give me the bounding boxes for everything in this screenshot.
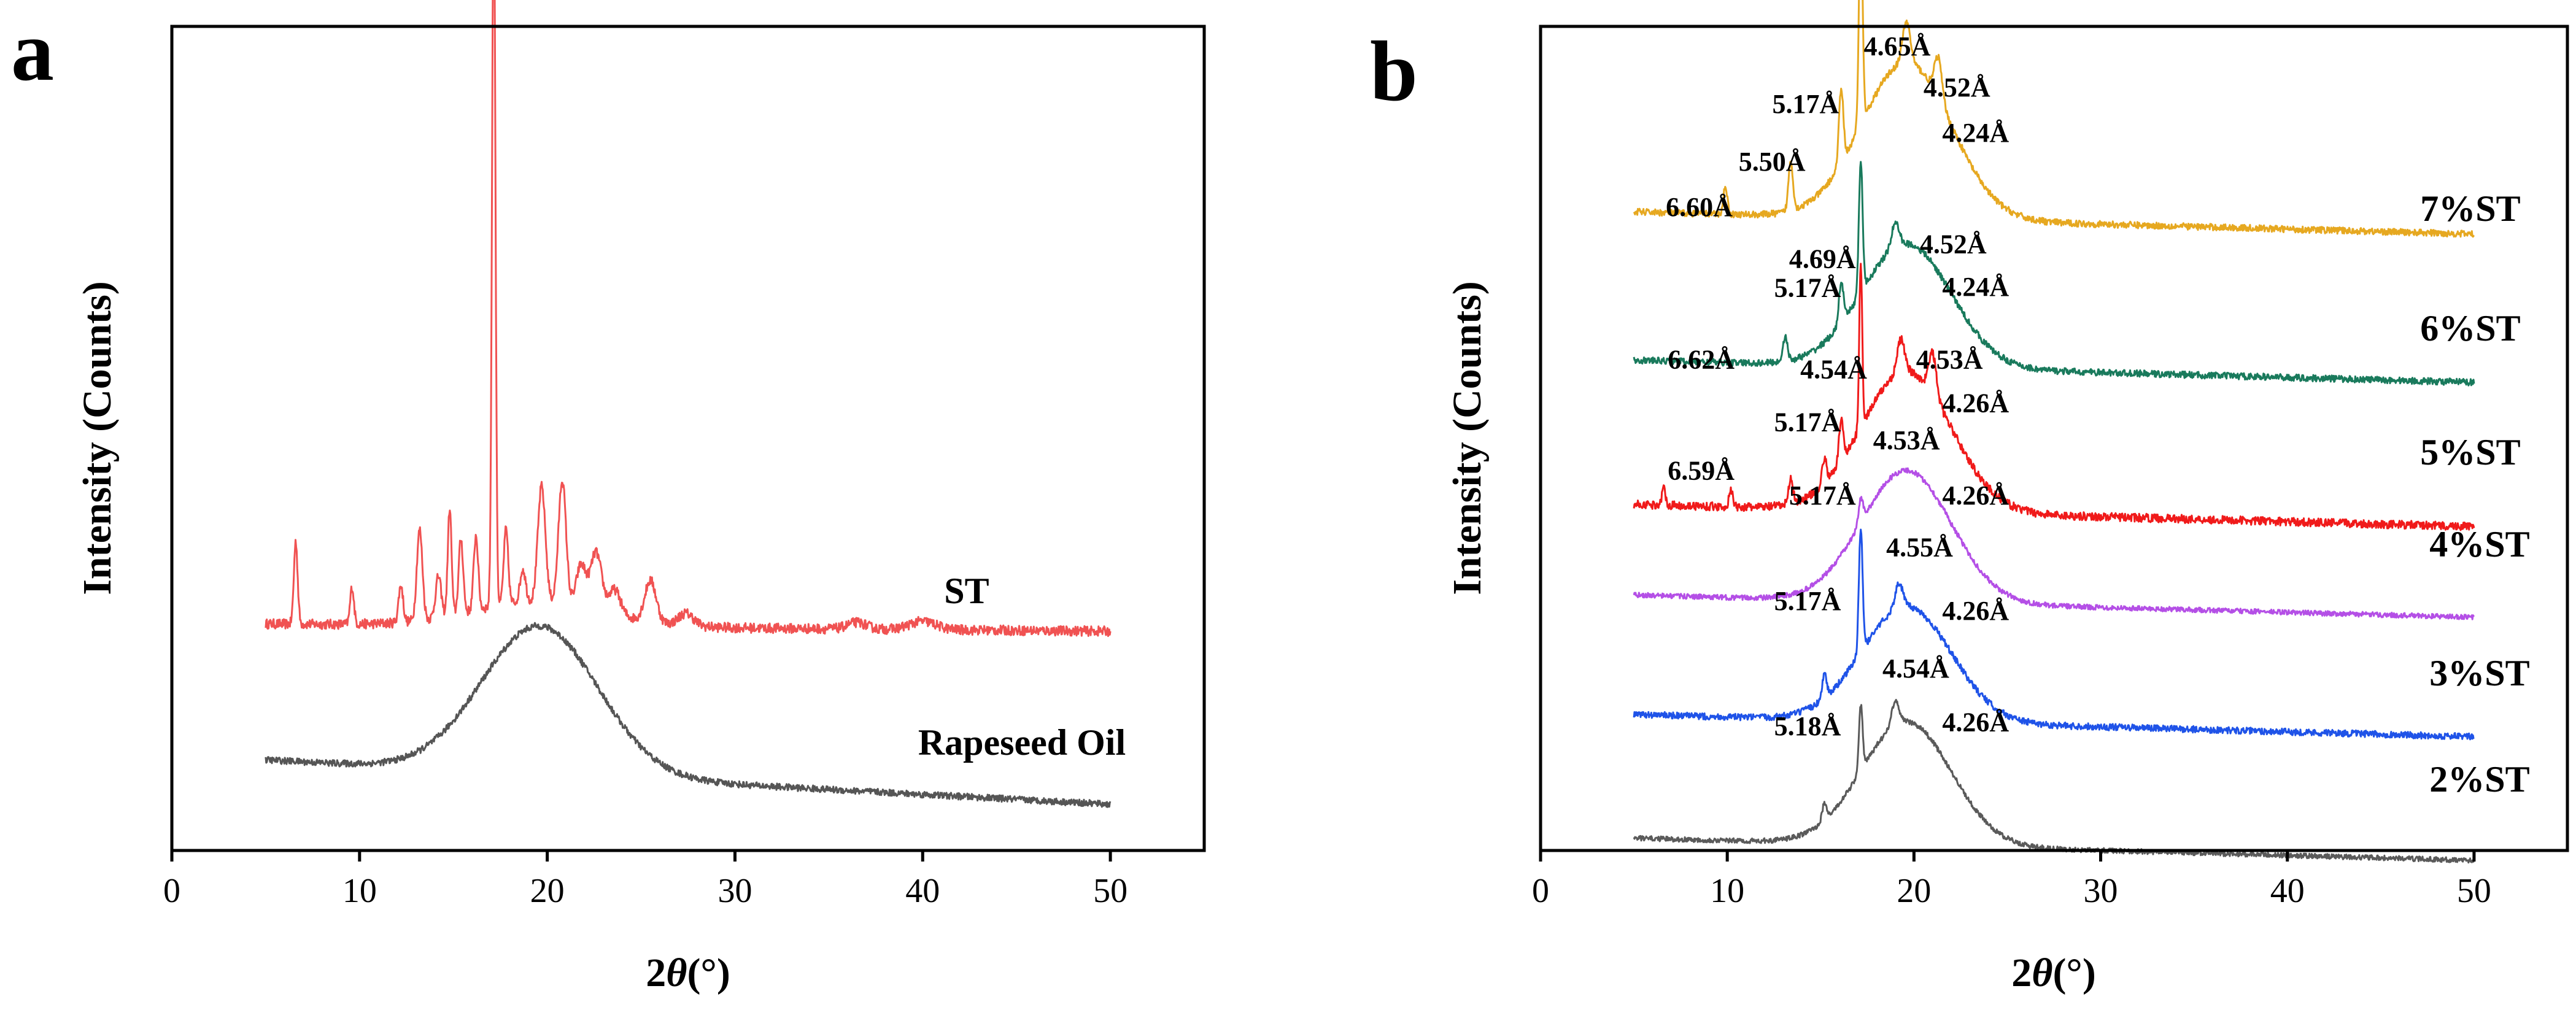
panel-b-x-ticks: 0 10 20 30 40 50 <box>1532 850 2491 910</box>
series-label: 6%ST <box>2420 308 2520 349</box>
peak-d-spacing-label: 5.17Å <box>1774 407 1841 437</box>
series-line-5-st <box>1633 263 2475 531</box>
peak-d-spacing-label: 6.59Å <box>1668 456 1735 486</box>
x-tick-label: 50 <box>2457 872 2491 910</box>
panel-a-x-ticks: 0 10 20 30 40 50 <box>163 850 1127 910</box>
peak-d-spacing-label: 5.18Å <box>1774 711 1841 741</box>
series-label: ST <box>944 571 989 611</box>
series-label: 7%ST <box>2420 188 2520 229</box>
series-line-4-st <box>1633 467 2475 620</box>
panel-b-y-axis-title: Intensity (Counts) <box>1445 281 1490 595</box>
peak-d-spacing-label: 4.26Å <box>1942 388 2009 418</box>
peak-d-spacing-label: 4.26Å <box>1942 707 2009 737</box>
peak-d-spacing-label: 5.50Å <box>1739 147 1806 177</box>
series-label: 4%ST <box>2429 524 2529 565</box>
panel-b-x-axis-title: 2θ(°) <box>2011 951 2096 995</box>
x-tick-label: 50 <box>1093 872 1127 910</box>
panel-b-plot-frame <box>1539 25 2569 852</box>
peak-d-spacing-label: 5.17Å <box>1774 273 1841 303</box>
peak-d-spacing-label: 4.53Å <box>1873 425 1940 455</box>
series-line-6-st <box>1633 161 2475 387</box>
peak-d-spacing-label: 4.26Å <box>1942 480 2009 511</box>
series-label: 5%ST <box>2420 432 2520 472</box>
peak-d-spacing-label: 5.17Å <box>1774 586 1841 616</box>
peak-d-spacing-label: 4.54Å <box>1800 354 1867 384</box>
panel-a-series-labels: ST Rapeseed Oil <box>918 571 1126 763</box>
peak-d-spacing-label: 4.24Å <box>1942 118 2009 148</box>
series-line-7-st <box>1633 0 2475 238</box>
x-tick-label: 20 <box>530 872 565 910</box>
series-label: 3%ST <box>2429 653 2529 693</box>
series-label: Rapeseed Oil <box>918 722 1126 763</box>
panel-b-series-labels: 7%ST 6%ST 5%ST 4%ST 3%ST 2%ST <box>2420 188 2529 800</box>
peak-d-spacing-label: 4.24Å <box>1942 272 2009 302</box>
panel-a-plot-frame <box>170 25 1206 852</box>
x-tick-label: 10 <box>342 872 377 910</box>
peak-d-spacing-label: 6.62Å <box>1668 344 1735 374</box>
panel-b-letter: b <box>1370 24 1418 119</box>
x-tick-label: 40 <box>905 872 940 910</box>
series-line-rapeseed-oil <box>265 622 1112 808</box>
x-tick-label: 10 <box>1710 872 1744 910</box>
panel-b-traces <box>1633 0 2475 864</box>
peak-d-spacing-label: 4.65Å <box>1864 31 1931 61</box>
peak-d-spacing-label: 4.53Å <box>1916 344 1983 374</box>
series-line-st <box>265 0 1112 638</box>
peak-d-spacing-label: 5.17Å <box>1773 89 1839 119</box>
panel-a-letter: a <box>11 4 54 99</box>
x-tick-label: 30 <box>717 872 752 910</box>
x-tick-label: 40 <box>2270 872 2305 910</box>
x-tick-label: 0 <box>163 872 180 910</box>
panel-a-x-axis-title: 2θ(°) <box>646 951 730 995</box>
peak-d-spacing-label: 4.69Å <box>1789 244 1856 274</box>
peak-d-spacing-label: 4.55Å <box>1886 533 1953 563</box>
series-line-3-st <box>1633 528 2475 741</box>
panel-b: b 0 10 20 30 40 50 7%ST 6%ST 5%ST 4%ST 3%ST 2%ST 4… <box>1370 0 2569 995</box>
panel-a: a 0 10 20 30 40 50 ST Rapeseed Oil 2θ(°) Inten… <box>11 0 1206 995</box>
peak-d-spacing-label: 4.54Å <box>1882 654 1949 684</box>
x-tick-label: 30 <box>2084 872 2118 910</box>
peak-d-spacing-label: 5.17Å <box>1789 480 1856 511</box>
peak-d-spacing-label: 6.60Å <box>1666 192 1733 222</box>
panel-a-y-axis-title: Intensity (Counts) <box>75 281 120 595</box>
x-tick-label: 20 <box>1897 872 1931 910</box>
series-label: 2%ST <box>2429 759 2529 800</box>
peak-d-spacing-label: 4.52Å <box>1920 229 1987 259</box>
panel-a-traces <box>265 0 1112 808</box>
x-tick-label: 0 <box>1532 872 1549 910</box>
peak-d-spacing-label: 4.52Å <box>1924 72 1990 102</box>
peak-d-spacing-label: 4.26Å <box>1942 596 2009 626</box>
